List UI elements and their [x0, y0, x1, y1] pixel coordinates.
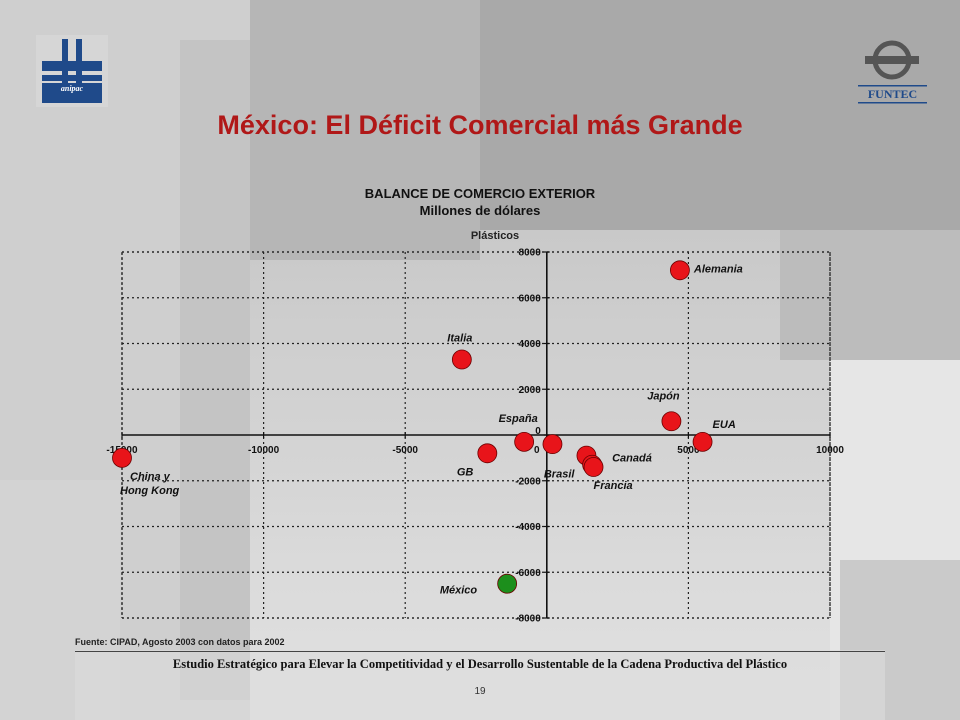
y-tick-label: 8000: [519, 248, 542, 259]
point-label: España: [499, 413, 538, 425]
point-label: Japón: [647, 390, 680, 402]
funtec-logo-text: FUNTEC: [867, 87, 918, 101]
chart-points: [112, 260, 713, 594]
x-tick-label: 0: [534, 445, 540, 456]
y-tick-label: 6000: [519, 293, 542, 304]
chart-point-labels: Alemania Italia Japón EUA España GB Brasil Cana…: [120, 263, 743, 596]
y-tick-label: 4000: [519, 339, 542, 350]
page-number: 19: [474, 686, 486, 697]
chart-axes: [121, 251, 831, 619]
source-note: Fuente: CIPAD, Agosto 2003 con datos par…: [75, 637, 285, 647]
chart-ticks: -15000-10000-500005000100008000600040002…: [106, 248, 844, 625]
slide-footer: Estudio Estratégico para Elevar la Compe…: [172, 657, 788, 671]
y-tick-label: -4000: [515, 522, 541, 533]
chart-grid: [121, 251, 831, 619]
data-point: [661, 411, 682, 432]
footer-divider: [75, 651, 885, 652]
point-label: Brasil: [544, 469, 576, 481]
anipac-logo: [36, 35, 108, 107]
point-label: GB: [457, 466, 474, 478]
point-label: EUA: [713, 419, 736, 431]
x-tick-label: -10000: [248, 445, 280, 456]
anipac-logo-text: anipac: [60, 84, 84, 93]
x-tick-label: 10000: [816, 445, 844, 456]
data-point: [542, 434, 563, 455]
x-tick-label: 5000: [677, 445, 700, 456]
data-point: [670, 260, 690, 281]
point-label: Francia: [594, 480, 633, 492]
y-tick-label: 0: [535, 426, 541, 437]
point-label: Alemania: [693, 263, 743, 275]
y-tick-label: -6000: [515, 568, 541, 579]
chart-title: BALANCE DE COMERCIO EXTERIOR: [364, 186, 596, 201]
point-label: Canadá: [612, 453, 652, 465]
y-tick-label: 2000: [519, 385, 542, 396]
chart-subtitle: Millones de dólares: [419, 203, 541, 218]
point-label: Italia: [447, 333, 472, 345]
slide-title: México: El Déficit Comercial más Grande: [217, 110, 743, 140]
y-tick-label: -8000: [515, 614, 541, 625]
data-point: [514, 431, 535, 452]
funtec-logo: [858, 40, 927, 104]
point-label: China y Hong Kong: [120, 471, 180, 497]
chart-category: Plásticos: [470, 230, 520, 242]
data-point: [451, 349, 472, 370]
data-point: [692, 431, 713, 452]
point-label: México: [440, 585, 478, 597]
data-point: [477, 443, 498, 464]
x-tick-label: -5000: [392, 445, 418, 456]
data-point: [112, 447, 132, 468]
data-point: [583, 457, 604, 477]
data-point: [497, 573, 518, 594]
y-tick-label: -2000: [515, 476, 541, 487]
